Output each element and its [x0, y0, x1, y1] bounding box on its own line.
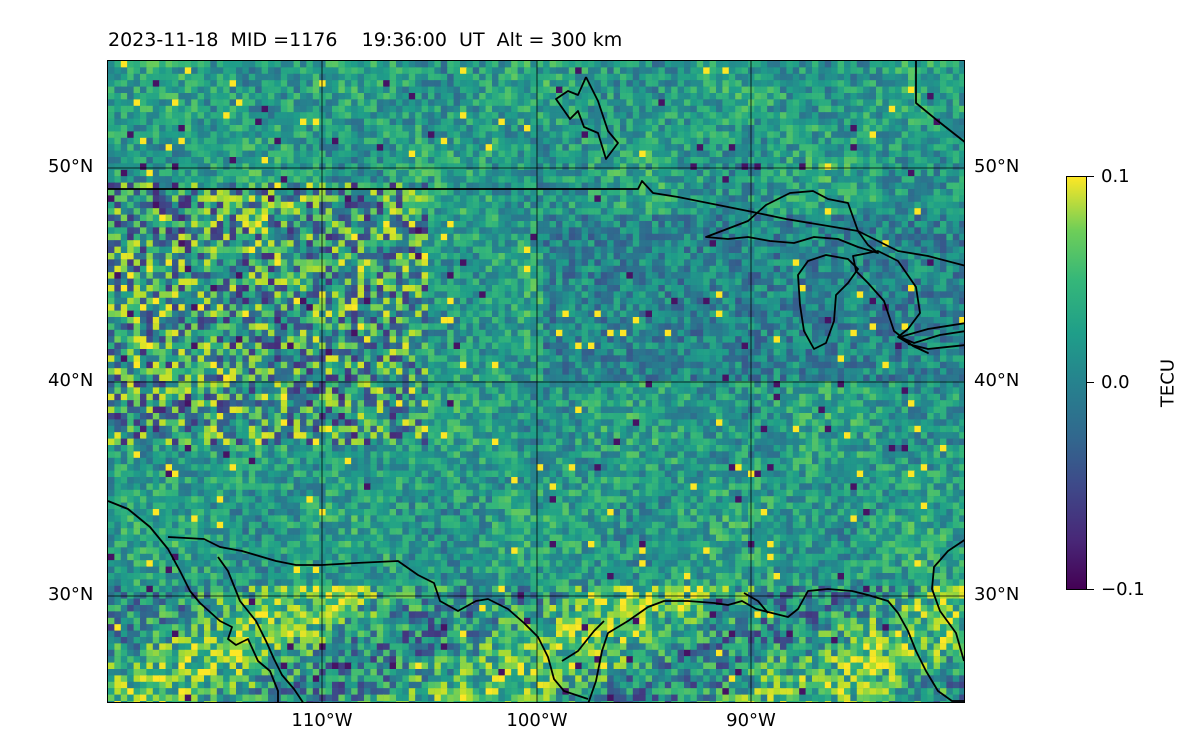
graticule: [108, 61, 964, 702]
coastlines: [108, 61, 964, 702]
lat-label-right-30: 30°N: [974, 584, 1020, 605]
colorbar-label-zero: 0.0: [1101, 372, 1130, 393]
lon-label-100w: 100°W: [506, 710, 568, 731]
lat-label-left-50: 50°N: [48, 156, 94, 177]
lake-michigan: [797, 254, 859, 350]
lake-ontario: [907, 343, 964, 350]
lat-label-right-40: 40°N: [974, 370, 1020, 391]
tec-map: [107, 60, 965, 703]
map-overlay: [108, 61, 964, 702]
colorbar-tick-max: [1087, 176, 1094, 177]
gulf-of-california: [217, 556, 304, 702]
lat-label-right-50: 50°N: [974, 156, 1020, 177]
lat-label-left-30: 30°N: [48, 584, 94, 605]
title-altitude: Alt = 300 km: [496, 29, 623, 51]
us-mexico-border: [167, 536, 589, 700]
colorbar-tick-zero: [1087, 382, 1094, 383]
title-date: 2023-11-18: [108, 29, 219, 51]
lake-huron: [852, 250, 929, 354]
colorbar-title: TECU: [1157, 358, 1179, 408]
lake-erie: [899, 322, 964, 344]
map-title: 2023-11-18 MID =1176 19:36:00 UT Alt = 3…: [108, 29, 622, 51]
colorbar-tick-min: [1087, 589, 1094, 590]
lon-label-110w: 110°W: [291, 710, 353, 731]
lake-superior: [705, 190, 879, 254]
lat-label-left-40: 40°N: [48, 370, 94, 391]
hudson-bay-coast: [555, 76, 619, 160]
colorbar-label-max: 0.1: [1101, 166, 1130, 187]
gulf-coast: [587, 588, 964, 702]
colorbar-label-min: −0.1: [1101, 579, 1145, 600]
atlantic-coast: [931, 539, 964, 662]
title-mid: MID =1176: [230, 29, 338, 51]
lon-label-90w: 90°W: [726, 710, 776, 731]
florida-panhandle: [743, 592, 769, 614]
northeast-coast: [915, 61, 964, 143]
title-time: 19:36:00 UT: [361, 29, 485, 51]
pacific-coast: [108, 500, 279, 702]
colorbar: [1066, 176, 1087, 590]
us-canada-border: [108, 180, 964, 267]
mexico-east-coast: [561, 620, 605, 662]
